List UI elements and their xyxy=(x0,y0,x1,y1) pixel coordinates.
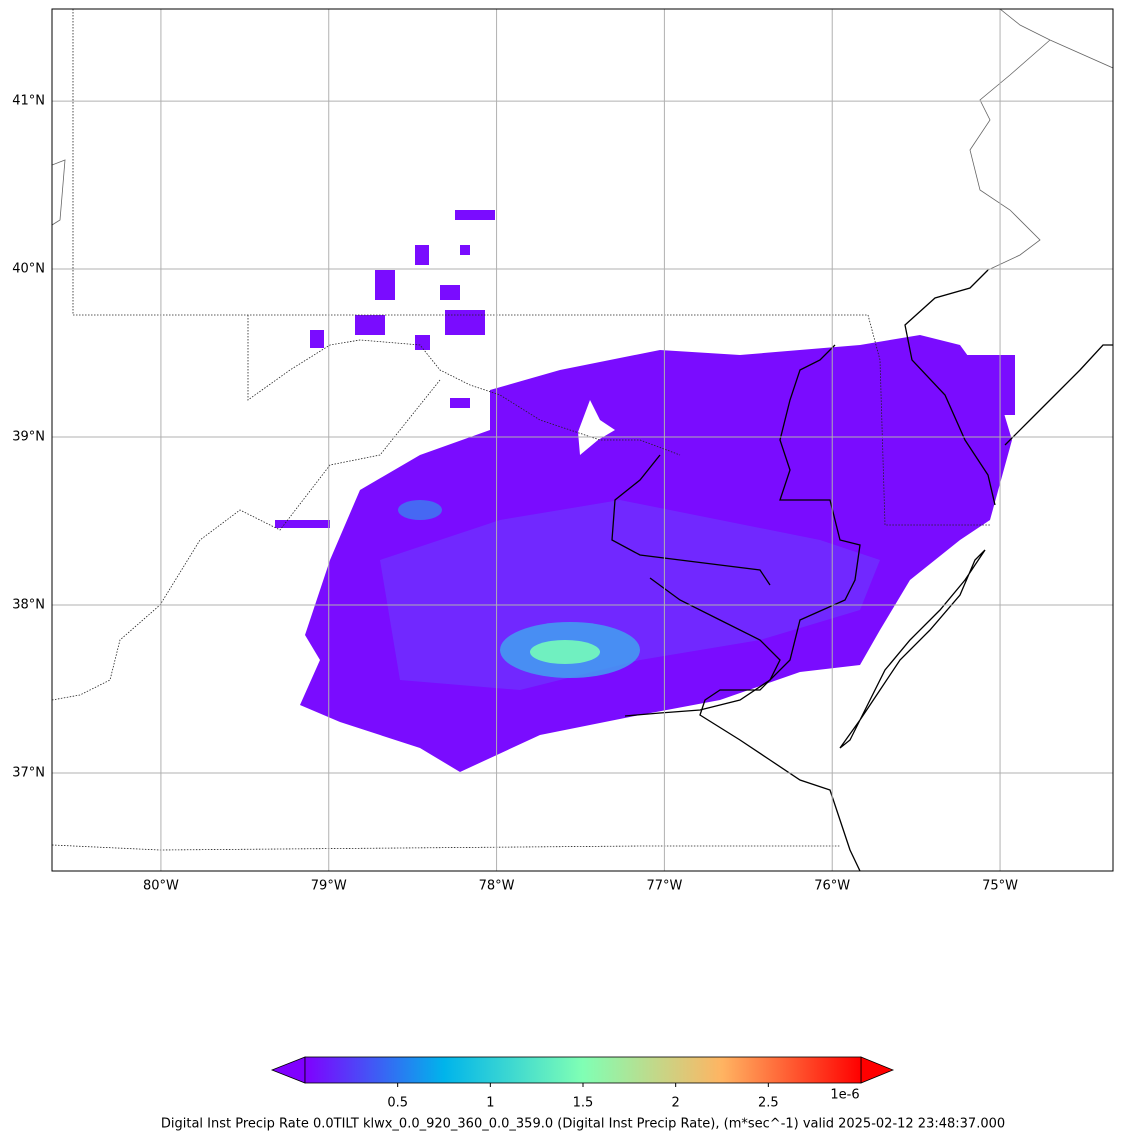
state-borders xyxy=(52,9,1113,851)
colorbar-tick-label: 1 xyxy=(486,1096,494,1111)
map-area xyxy=(52,9,1113,871)
colorbar-label: Digital Inst Precip Rate 0.0TILT klwx_0.… xyxy=(161,1117,1005,1132)
precip-field xyxy=(275,210,1015,772)
y-tick-label: 39°N xyxy=(12,430,45,445)
x-tick-label: 75°W xyxy=(982,879,1018,894)
y-tick-label: 40°N xyxy=(12,262,45,277)
y-tick-label: 38°N xyxy=(12,598,45,613)
colorbar-extend-min xyxy=(270,1056,306,1084)
colorbar-offset: 1e-6 xyxy=(830,1088,859,1103)
colorbar-extend-max xyxy=(860,1056,895,1084)
colorbar-tick-label: 1.5 xyxy=(573,1096,594,1111)
coastlines xyxy=(611,269,1113,871)
y-tick-label: 41°N xyxy=(12,94,45,109)
colorbar-tick-label: 0.5 xyxy=(387,1096,408,1111)
map-frame xyxy=(51,8,1114,872)
y-tick-label: 37°N xyxy=(12,766,45,781)
x-tick-label: 77°W xyxy=(646,879,682,894)
x-tick-label: 80°W xyxy=(143,879,179,894)
colorbar-tick-label: 2.5 xyxy=(758,1096,779,1111)
x-tick-label: 78°W xyxy=(479,879,515,894)
x-tick-label: 79°W xyxy=(311,879,347,894)
colorbar-tick-label: 2 xyxy=(672,1096,680,1111)
colorbar xyxy=(304,1056,862,1084)
x-tick-label: 76°W xyxy=(814,879,850,894)
